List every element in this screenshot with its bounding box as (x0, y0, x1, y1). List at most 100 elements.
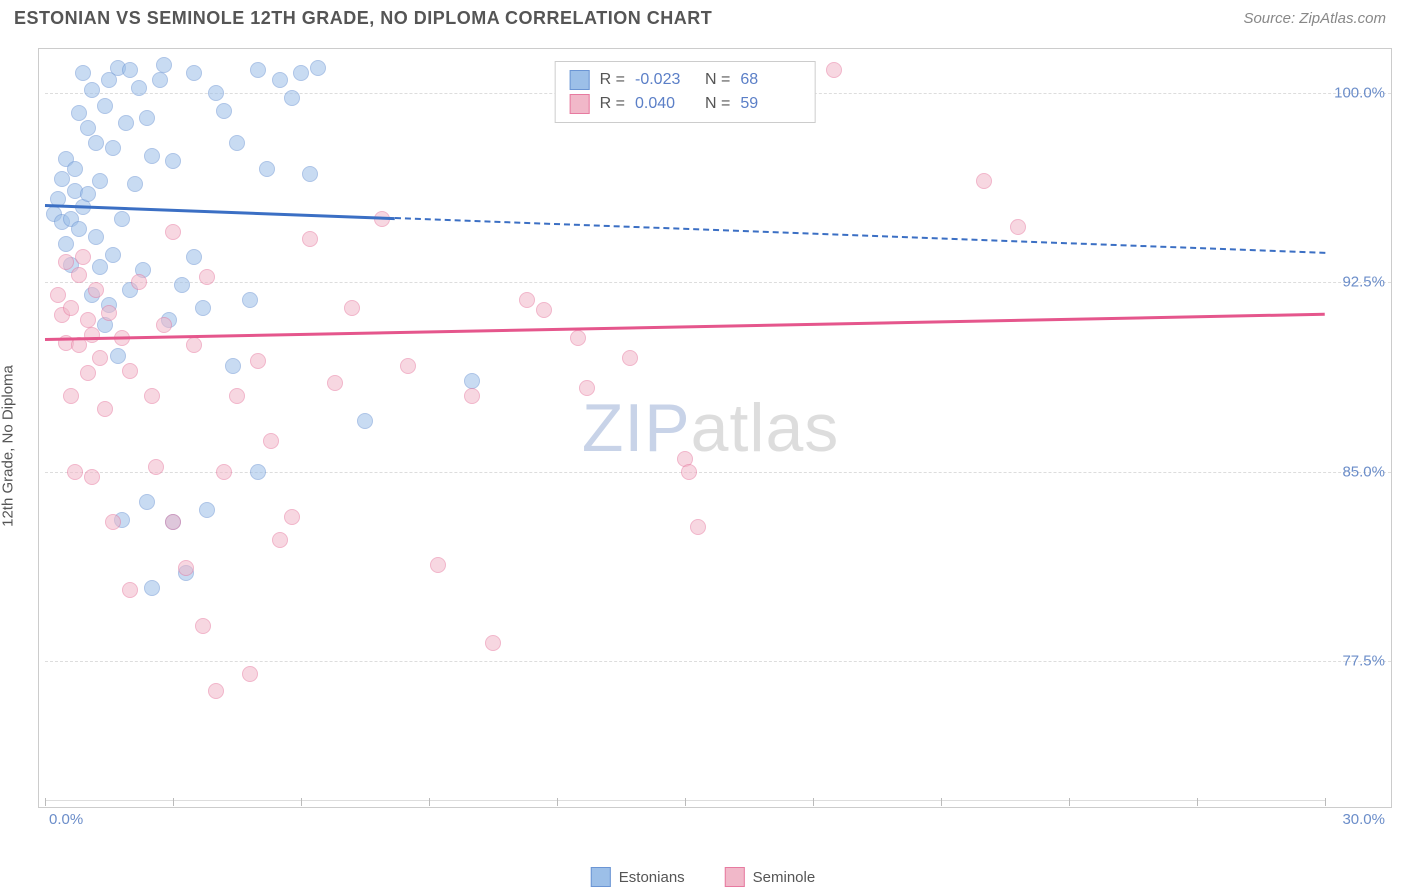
scatter-point (344, 300, 360, 316)
scatter-point (92, 173, 108, 189)
watermark-zip: ZIP (582, 390, 691, 466)
scatter-point (310, 60, 326, 76)
stats-n-label: N = (705, 71, 730, 89)
legend-label: Estonians (619, 869, 685, 886)
scatter-point (302, 166, 318, 182)
grid-line (45, 661, 1391, 662)
scatter-point (536, 302, 552, 318)
legend-swatch (591, 867, 611, 887)
stats-n-label: N = (705, 95, 730, 113)
scatter-point (67, 161, 83, 177)
grid-line (45, 282, 1391, 283)
legend-swatch (725, 867, 745, 887)
scatter-point (284, 509, 300, 525)
y-tick-label: 77.5% (1342, 653, 1385, 670)
x-left-label: 0.0% (49, 811, 83, 828)
scatter-point (92, 259, 108, 275)
plot-area: ZIPatlas 100.0%92.5%85.0%77.5%0.0%30.0%R… (45, 55, 1325, 801)
scatter-point (284, 90, 300, 106)
scatter-point (156, 57, 172, 73)
scatter-point (1010, 219, 1026, 235)
scatter-point (293, 65, 309, 81)
scatter-point (208, 683, 224, 699)
scatter-point (570, 330, 586, 346)
scatter-point (152, 72, 168, 88)
x-tick-mark (173, 798, 174, 806)
scatter-point (156, 317, 172, 333)
scatter-point (208, 85, 224, 101)
scatter-point (148, 459, 164, 475)
scatter-point (178, 560, 194, 576)
scatter-point (229, 388, 245, 404)
x-tick-mark (813, 798, 814, 806)
trend-line (395, 217, 1325, 254)
scatter-point (327, 375, 343, 391)
scatter-point (144, 388, 160, 404)
y-tick-label: 92.5% (1342, 274, 1385, 291)
scatter-point (63, 388, 79, 404)
stats-swatch (570, 70, 590, 90)
scatter-point (464, 373, 480, 389)
scatter-point (430, 557, 446, 573)
stats-r-value: 0.040 (635, 95, 695, 113)
stats-r-label: R = (600, 71, 625, 89)
scatter-point (690, 519, 706, 535)
scatter-point (826, 62, 842, 78)
scatter-point (92, 350, 108, 366)
scatter-point (105, 247, 121, 263)
scatter-point (195, 300, 211, 316)
scatter-point (272, 532, 288, 548)
scatter-point (80, 120, 96, 136)
scatter-point (131, 274, 147, 290)
scatter-point (75, 249, 91, 265)
scatter-point (84, 82, 100, 98)
scatter-point (263, 433, 279, 449)
source-label: Source: ZipAtlas.com (1243, 10, 1386, 27)
scatter-point (400, 358, 416, 374)
scatter-point (80, 186, 96, 202)
scatter-point (110, 348, 126, 364)
scatter-point (105, 514, 121, 530)
scatter-point (250, 353, 266, 369)
chart-page: ESTONIAN VS SEMINOLE 12TH GRADE, NO DIPL… (0, 0, 1406, 892)
x-tick-mark (45, 798, 46, 806)
watermark-atlas: atlas (691, 390, 840, 466)
legend-item: Estonians (591, 867, 685, 887)
scatter-point (165, 514, 181, 530)
grid-line (45, 472, 1391, 473)
scatter-point (122, 62, 138, 78)
trend-line (45, 313, 1325, 341)
scatter-point (122, 582, 138, 598)
x-tick-mark (301, 798, 302, 806)
scatter-point (186, 337, 202, 353)
x-tick-mark (685, 798, 686, 806)
stats-r-value: -0.023 (635, 71, 695, 89)
scatter-point (71, 221, 87, 237)
y-tick-label: 100.0% (1334, 84, 1385, 101)
scatter-point (174, 277, 190, 293)
scatter-point (250, 464, 266, 480)
scatter-point (97, 401, 113, 417)
chart-box: ZIPatlas 100.0%92.5%85.0%77.5%0.0%30.0%R… (38, 48, 1392, 808)
legend-item: Seminole (725, 867, 816, 887)
watermark: ZIPatlas (582, 389, 839, 467)
scatter-point (88, 229, 104, 245)
scatter-point (84, 469, 100, 485)
y-axis-label: 12th Grade, No Diploma (0, 365, 17, 527)
scatter-point (139, 494, 155, 510)
scatter-point (50, 287, 66, 303)
scatter-point (519, 292, 535, 308)
scatter-point (199, 502, 215, 518)
scatter-point (58, 254, 74, 270)
scatter-point (105, 140, 121, 156)
scatter-point (131, 80, 147, 96)
trend-line (45, 204, 395, 220)
scatter-point (97, 98, 113, 114)
scatter-point (88, 135, 104, 151)
scatter-point (144, 148, 160, 164)
scatter-point (165, 153, 181, 169)
scatter-point (272, 72, 288, 88)
scatter-point (464, 388, 480, 404)
y-tick-label: 85.0% (1342, 463, 1385, 480)
stats-n-value: 68 (740, 71, 800, 89)
